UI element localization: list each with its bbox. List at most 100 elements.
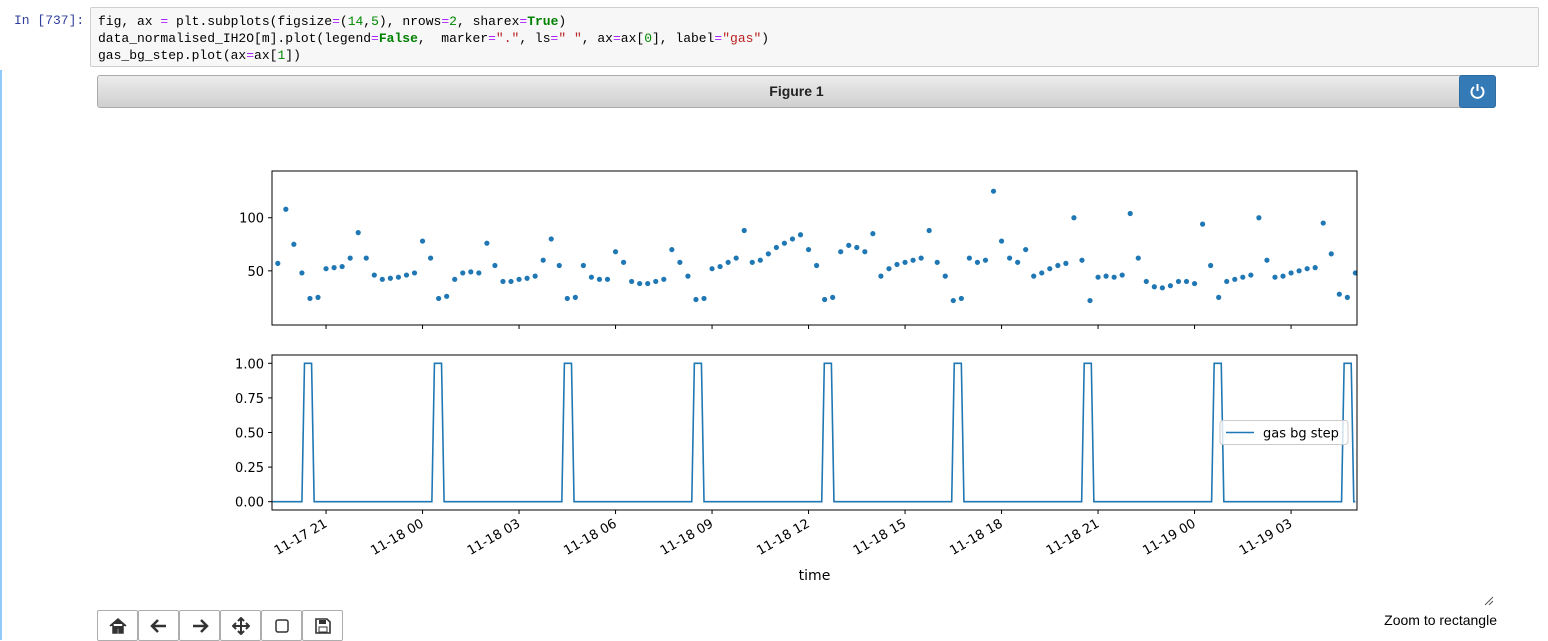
code-token: 0 — [644, 31, 652, 46]
code-token: False — [378, 31, 418, 46]
scatter-point — [403, 272, 410, 278]
save-button[interactable] — [302, 610, 343, 641]
x-tick-label: 11-18 06 — [561, 516, 619, 558]
scatter-point — [998, 238, 1005, 244]
scatter-point — [339, 263, 345, 270]
scatter-point — [1079, 257, 1085, 263]
scatter-point — [1135, 255, 1141, 261]
scatter-point — [741, 227, 747, 234]
scatter-point — [444, 293, 450, 299]
scatter-point — [1352, 270, 1357, 276]
forward-icon — [192, 618, 209, 633]
plot-area — [275, 188, 1357, 304]
scatter-point — [1039, 270, 1045, 276]
scatter-point — [604, 276, 611, 282]
figure-toolbar — [97, 610, 343, 641]
series-line — [272, 362, 1356, 503]
scatter-point — [1071, 215, 1077, 221]
scatter-point — [572, 294, 578, 300]
code-cell[interactable]: fig, ax = plt.subplots(figsize=(14,5), n… — [90, 7, 1539, 67]
scatter-point — [854, 244, 860, 251]
code-token: True — [527, 14, 559, 29]
code-line: gas_bg_step.plot(ax=ax[1]) — [91, 47, 1538, 64]
scatter-point — [1127, 210, 1133, 217]
code-token: fig, ax — [98, 14, 161, 29]
scatter-point — [982, 257, 989, 263]
code-token: = — [441, 14, 450, 29]
scatter-point — [307, 295, 313, 302]
code-token: " " — [558, 31, 582, 46]
pan-icon — [231, 616, 250, 635]
legend-label: gas bg step — [1263, 427, 1339, 442]
scatter-point — [1199, 221, 1206, 227]
zoom-icon — [274, 618, 289, 633]
code-token: ( — [339, 14, 348, 29]
scatter-point — [1191, 280, 1198, 287]
x-tick-label: 11-19 03 — [1237, 516, 1295, 558]
scatter-point — [516, 276, 522, 282]
scatter-point — [661, 276, 667, 282]
code-token: 14 — [347, 14, 364, 29]
y-tick-label: 1.00 — [235, 357, 264, 372]
code-token: = — [519, 14, 528, 29]
scatter-point — [411, 270, 418, 276]
scatter-point — [693, 296, 699, 303]
scatter-point — [556, 262, 562, 269]
code-token: ax[ — [254, 48, 278, 63]
pan-button[interactable] — [220, 610, 261, 641]
code-token: , marker — [417, 31, 489, 46]
scatter-point — [1296, 268, 1302, 274]
x-tick-label: 11-17 21 — [272, 516, 330, 558]
back-button[interactable] — [138, 610, 179, 641]
code-token: = — [550, 31, 559, 46]
y-tick-label: 0.75 — [235, 392, 264, 407]
scatter-point — [1111, 274, 1117, 280]
scatter-point — [942, 273, 948, 279]
scatter-point — [620, 259, 627, 265]
scatter-point — [468, 269, 474, 275]
cell-prompt: In [737]: — [14, 13, 85, 28]
scatter-point — [813, 262, 820, 269]
close-figure-button[interactable] — [1459, 75, 1496, 108]
scatter-point — [797, 232, 804, 238]
code-token: = — [160, 14, 169, 29]
scatter-point — [765, 251, 771, 257]
scatter-point — [492, 262, 498, 269]
forward-button[interactable] — [179, 610, 220, 641]
y-tick-label: 0.00 — [235, 496, 264, 511]
scatter-point — [749, 259, 755, 265]
scatter-point — [508, 278, 514, 285]
scatter-point — [966, 255, 972, 261]
code-token: ) — [558, 14, 567, 29]
scatter-point — [323, 266, 329, 272]
scatter-point — [926, 227, 932, 234]
home-button[interactable] — [97, 610, 138, 641]
scatter-point — [476, 270, 482, 276]
scatter-point — [934, 259, 940, 265]
scatter-point — [1344, 294, 1350, 300]
code-line: fig, ax = plt.subplots(figsize=(14,5), n… — [91, 13, 1538, 30]
code-token: = — [488, 31, 496, 46]
scatter-point — [379, 276, 385, 282]
scatter-point — [1087, 297, 1093, 304]
resize-grip[interactable] — [1484, 596, 1494, 606]
scatter-point — [974, 259, 981, 265]
code-token: "gas" — [722, 31, 762, 46]
scatter-point — [1047, 266, 1053, 272]
code-token: , ax — [581, 31, 613, 46]
zoom-button[interactable] — [261, 610, 302, 641]
scatter-point — [612, 249, 619, 255]
code-token: 1 — [277, 48, 286, 63]
x-tick-label: 11-18 12 — [754, 516, 812, 558]
y-tick-label: 100 — [239, 212, 264, 227]
figure-title: Figure 1 — [769, 83, 824, 99]
scatter-point — [902, 259, 908, 265]
scatter-point — [1216, 294, 1222, 300]
save-icon — [314, 617, 331, 634]
x-tick-label: 11-18 00 — [368, 516, 426, 558]
code-token: ax[ — [620, 31, 645, 46]
scatter-point — [347, 255, 353, 261]
scatter-point — [1320, 220, 1326, 226]
scatter-point — [653, 278, 659, 285]
